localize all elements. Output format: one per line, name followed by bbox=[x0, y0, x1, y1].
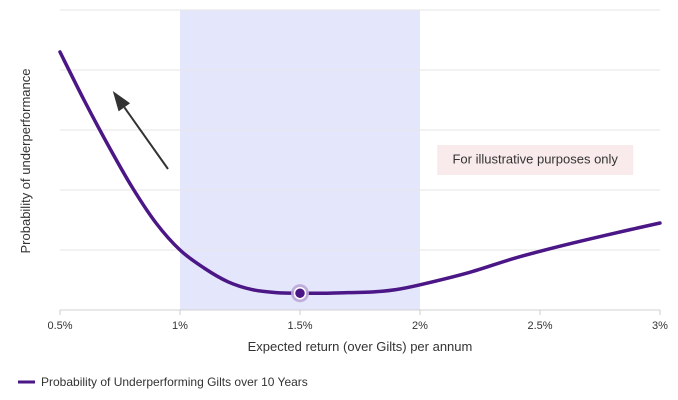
x-tick-label: 3% bbox=[652, 320, 668, 332]
annotation: For illustrative purposes only bbox=[437, 145, 634, 175]
highlight-band-layer bbox=[180, 10, 420, 310]
annotation-text: For illustrative purposes only bbox=[452, 151, 618, 166]
x-axis-title: Expected return (over Gilts) per annum bbox=[248, 339, 473, 354]
legend: Probability of Underperforming Gilts ove… bbox=[18, 375, 308, 389]
arrow-shaft bbox=[123, 106, 169, 170]
highlight-band bbox=[180, 10, 420, 310]
x-tick-label: 1.5% bbox=[287, 320, 312, 332]
highlight-point bbox=[293, 286, 307, 300]
gridlines bbox=[60, 9, 660, 251]
arrow-layer bbox=[112, 91, 169, 170]
x-tick-label: 1% bbox=[172, 320, 188, 332]
y-axis-title: Probability of underperformance bbox=[18, 69, 33, 254]
x-axis: 0.5% 1% 1.5% 2% 2.5% 3% bbox=[47, 309, 668, 332]
x-tick-label: 0.5% bbox=[47, 320, 72, 332]
legend-label: Probability of Underperforming Gilts ove… bbox=[41, 375, 308, 389]
annotation-background bbox=[437, 145, 634, 175]
x-tick-label: 2.5% bbox=[527, 320, 552, 332]
arrow-head bbox=[112, 91, 131, 112]
series-layer bbox=[58, 50, 662, 303]
x-tick-label: 2% bbox=[412, 320, 428, 332]
